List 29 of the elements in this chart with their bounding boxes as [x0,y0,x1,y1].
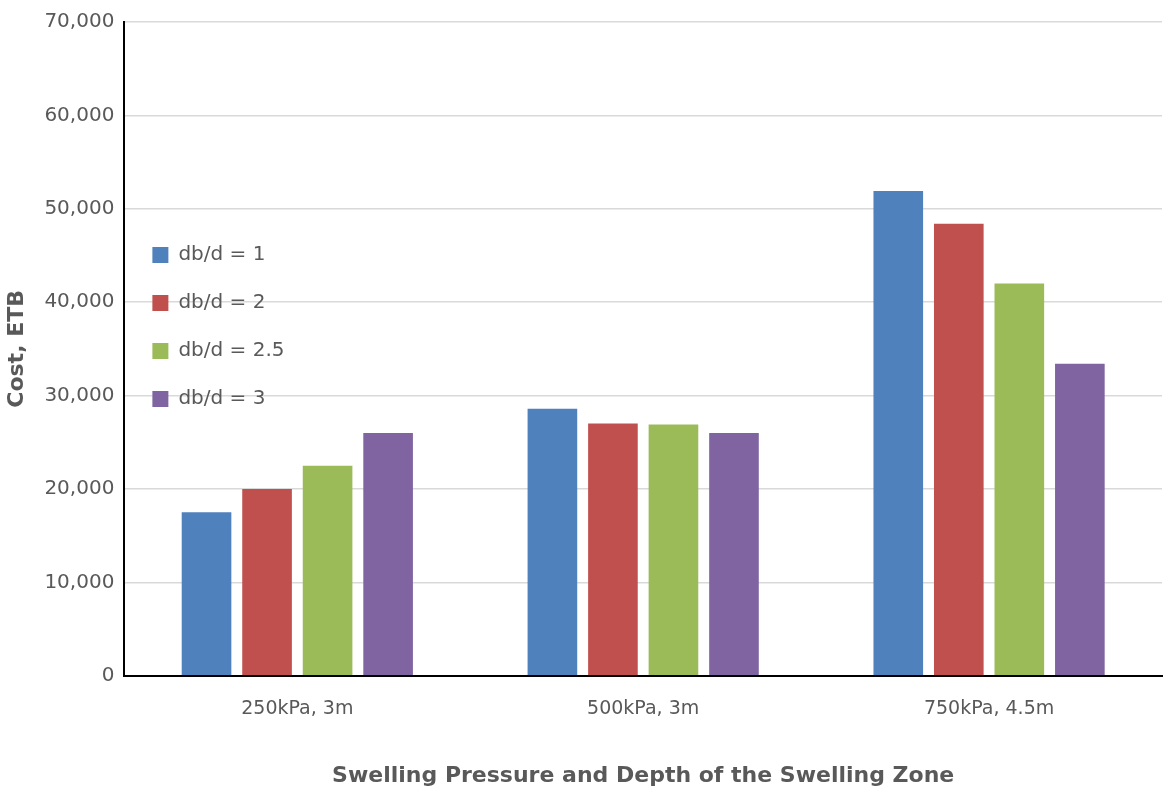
x-tick-label: 500kPa, 3m [587,696,700,719]
bar [242,489,292,676]
bar [994,283,1045,676]
x-tick-label: 750kPa, 4.5m [923,696,1055,719]
y-tick-label: 20,000 [44,475,115,500]
bar [181,512,232,676]
bar [648,424,699,676]
bar [709,432,759,676]
y-tick-label: 60,000 [44,101,115,126]
y-tick-label: 10,000 [44,568,115,593]
bar [1055,363,1105,676]
bar [933,223,984,676]
y-tick-label: 50,000 [44,195,115,219]
y-tick-label: 70,000 [44,8,115,33]
x-axis-title: Swelling Pressure and Depth of the Swelling Zone [332,761,955,787]
y-tick-label: 0 [101,662,115,686]
y-tick-label: 30,000 [44,381,115,406]
legend-label: db/d = 2.5 [178,337,285,362]
legend-label: db/d = 2 [178,289,266,314]
bar [363,432,413,676]
y-tick-label: 40,000 [44,288,115,313]
y-axis-title: Cost, ETB [2,290,28,408]
legend-label: db/d = 1 [178,241,266,266]
bar [873,191,924,676]
bar [527,408,578,676]
x-tick-label: 250kPa, 3m [241,696,354,719]
bar [302,465,353,676]
bar [588,423,638,676]
legend-label: db/d = 3 [178,385,266,410]
